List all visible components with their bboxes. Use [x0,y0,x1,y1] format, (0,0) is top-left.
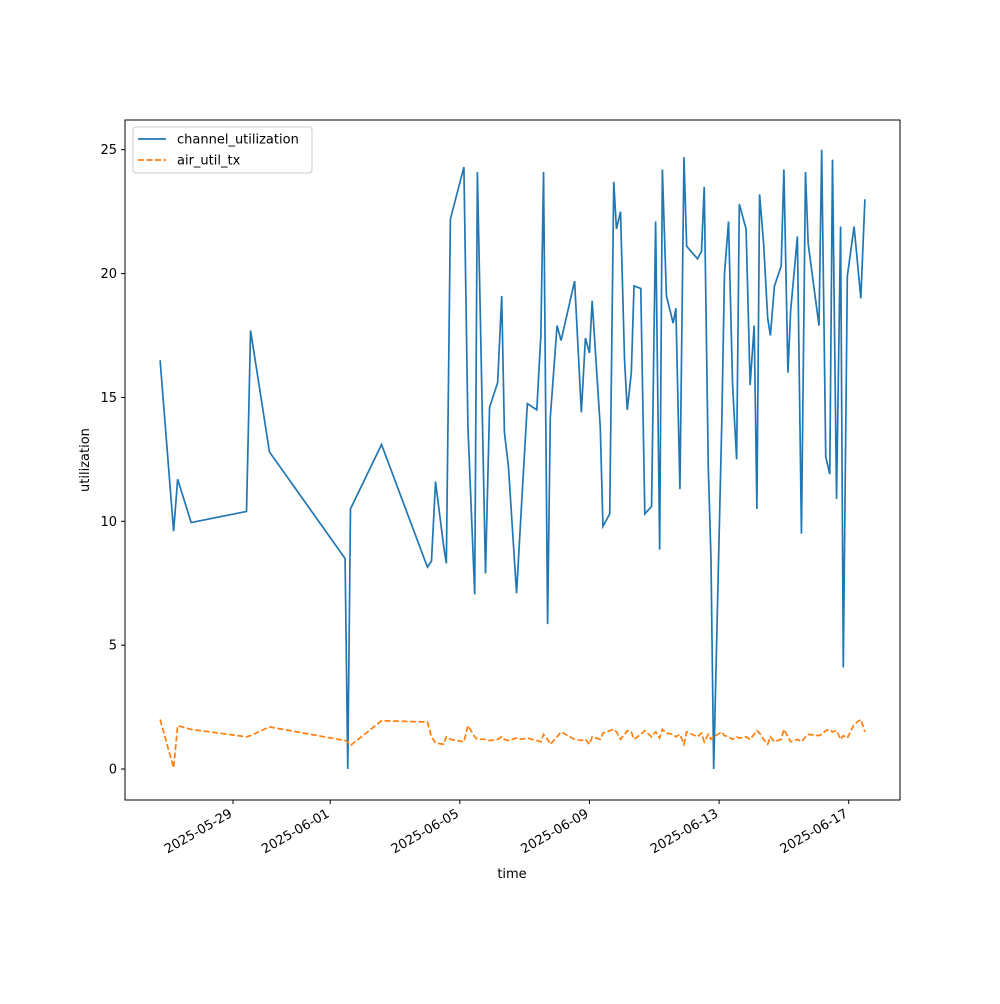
y-tick-label: 0 [109,763,117,778]
plot-frame [124,119,901,801]
y-tick-label: 10 [100,515,117,530]
legend-label: air_util_tx [177,154,241,169]
line-series [159,149,866,770]
x-axis-label: time [497,867,526,882]
y-tick-label: 20 [100,267,117,282]
y-axis-label: utilization [78,428,93,492]
legend-label: channel_utilization [177,133,299,148]
y-tick-label: 25 [100,143,117,158]
legend-box [132,126,313,174]
y-tick-label: 5 [109,639,117,654]
line-series [159,718,866,769]
y-tick-label: 15 [100,391,117,406]
